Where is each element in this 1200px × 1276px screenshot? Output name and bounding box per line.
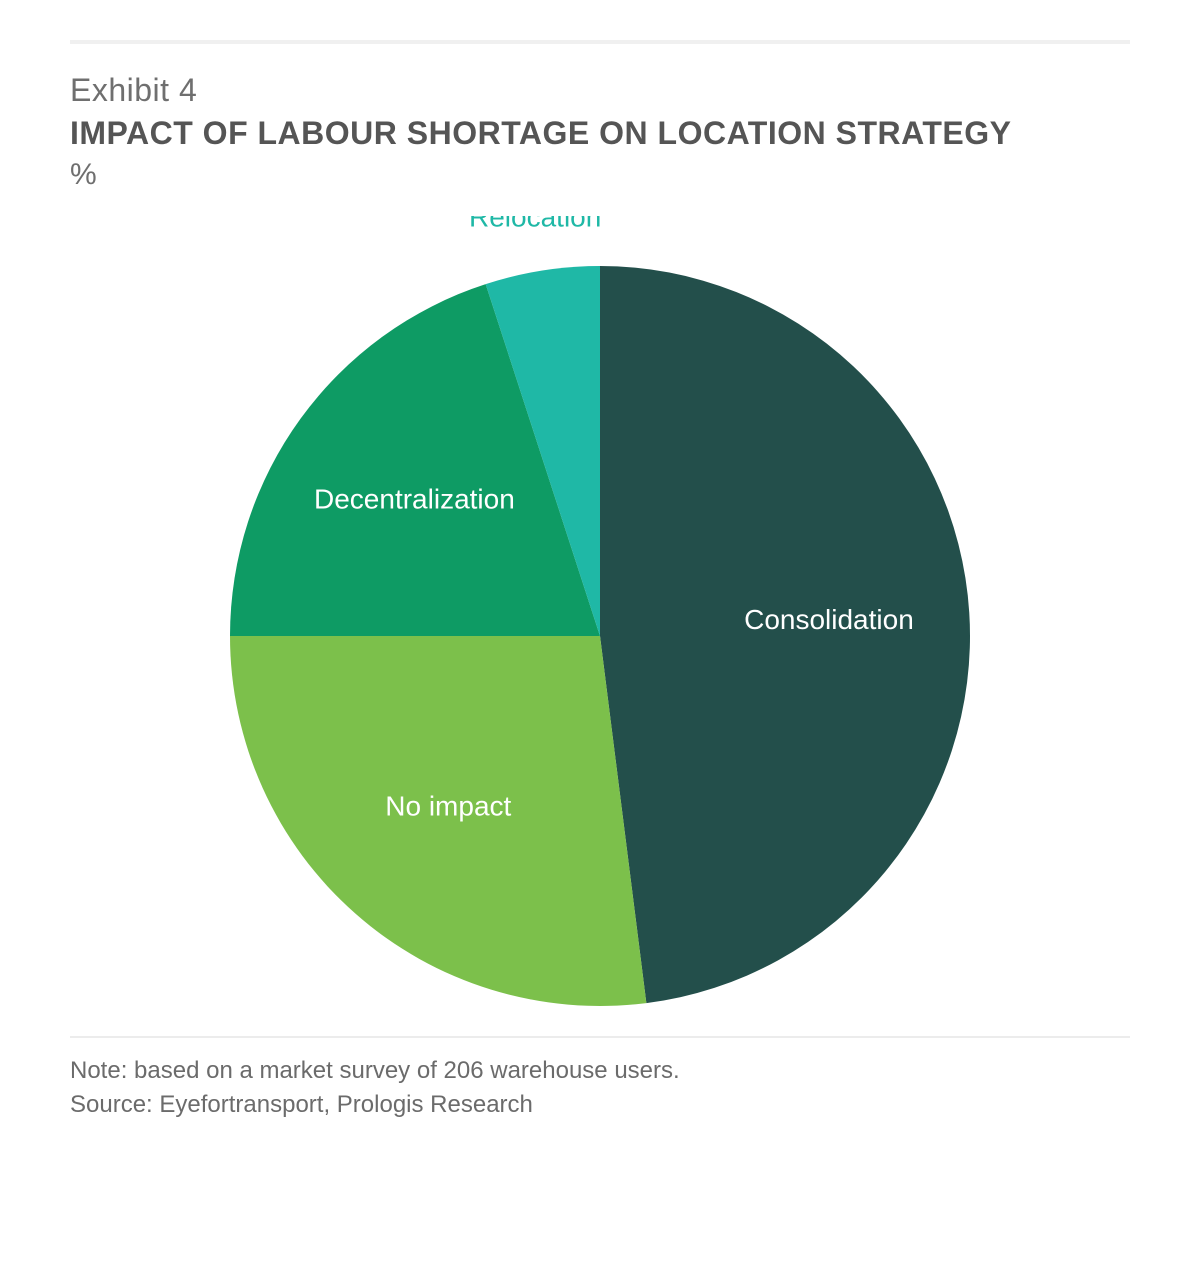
chart-title: IMPACT OF LABOUR SHORTAGE ON LOCATION ST… bbox=[70, 115, 1130, 152]
top-rule bbox=[70, 40, 1130, 44]
unit-label: % bbox=[70, 158, 1130, 192]
source-text: Source: Eyefortransport, Prologis Resear… bbox=[70, 1088, 1130, 1122]
bottom-rule bbox=[70, 1036, 1130, 1038]
page: Exhibit 4 IMPACT OF LABOUR SHORTAGE ON L… bbox=[0, 0, 1200, 1276]
slice-label: Decentralization bbox=[314, 484, 515, 515]
chart-header: Exhibit 4 IMPACT OF LABOUR SHORTAGE ON L… bbox=[70, 72, 1130, 192]
slice-label: No impact bbox=[385, 790, 511, 821]
slice-label: Consolidation bbox=[744, 604, 914, 635]
exhibit-label: Exhibit 4 bbox=[70, 72, 1130, 109]
pie-chart: Consolidation No impact Decentralization Re… bbox=[150, 216, 1050, 1036]
slice-label: Relocation bbox=[469, 216, 601, 233]
footnotes: Note: based on a market survey of 206 wa… bbox=[70, 1054, 1130, 1121]
chart-container: Consolidation No impact Decentralization Re… bbox=[70, 216, 1130, 1036]
note-text: Note: based on a market survey of 206 wa… bbox=[70, 1054, 1130, 1088]
